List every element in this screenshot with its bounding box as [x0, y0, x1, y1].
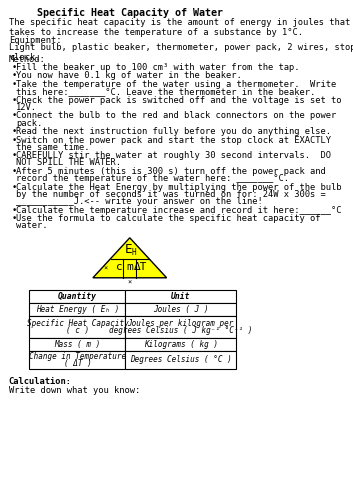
- FancyBboxPatch shape: [125, 338, 236, 351]
- Polygon shape: [93, 238, 167, 278]
- Text: 12V.: 12V.: [16, 103, 37, 112]
- Text: Connect the bulb to the red and black connectors on the power: Connect the bulb to the red and black co…: [16, 112, 336, 120]
- FancyBboxPatch shape: [125, 351, 236, 369]
- FancyBboxPatch shape: [125, 316, 236, 338]
- Text: H: H: [131, 248, 136, 258]
- Text: •: •: [12, 152, 17, 160]
- Text: degrees Celsius ( J kg⁻¹ °C⁻¹ ): degrees Celsius ( J kg⁻¹ °C⁻¹ ): [109, 326, 252, 334]
- Text: Quantity: Quantity: [58, 292, 97, 301]
- FancyBboxPatch shape: [30, 303, 125, 316]
- Text: Degrees Celsius ( °C ): Degrees Celsius ( °C ): [130, 356, 232, 364]
- Text: by the number of seconds it was turned on for: 24W x 300s =: by the number of seconds it was turned o…: [16, 190, 326, 199]
- Text: water.: water.: [16, 222, 48, 230]
- Text: pack.: pack.: [16, 118, 42, 128]
- Text: Change in Temperature: Change in Temperature: [29, 352, 126, 361]
- Text: •: •: [12, 167, 17, 176]
- Text: Calculate the temperature increase and record it here:______°C: Calculate the temperature increase and r…: [16, 206, 342, 214]
- Text: Take the temperature of the water using a thermometer.  Write: Take the temperature of the water using …: [16, 80, 336, 89]
- Text: •: •: [12, 214, 17, 223]
- Text: ( c ): ( c ): [66, 326, 89, 334]
- FancyBboxPatch shape: [125, 303, 236, 316]
- Text: Equipment:: Equipment:: [9, 36, 61, 45]
- Text: ( ΔT ): ( ΔT ): [64, 358, 91, 368]
- Text: You now have 0.1 kg of water in the beaker.: You now have 0.1 kg of water in the beak…: [16, 72, 242, 80]
- Text: Switch on the power pack and start the stop clock at EXACTLY: Switch on the power pack and start the s…: [16, 136, 331, 144]
- Text: Joules per kilogram per: Joules per kilogram per: [127, 319, 234, 328]
- Text: •: •: [12, 96, 17, 104]
- Text: •: •: [12, 182, 17, 192]
- Text: Heat Energy ( Eₕ ): Heat Energy ( Eₕ ): [36, 305, 119, 314]
- Text: •: •: [12, 136, 17, 144]
- Text: Unit: Unit: [171, 292, 190, 301]
- FancyBboxPatch shape: [30, 351, 125, 369]
- Text: Light bulb, plastic beaker, thermometer, power pack, 2 wires, stop
clock.: Light bulb, plastic beaker, thermometer,…: [9, 43, 353, 62]
- Text: Calculate the Heat Energy by multiplying the power of the bulb: Calculate the Heat Energy by multiplying…: [16, 182, 342, 192]
- Text: Write down what you know:: Write down what you know:: [9, 386, 140, 395]
- Text: Check the power pack is switched off and the voltage is set to: Check the power pack is switched off and…: [16, 96, 342, 104]
- Text: Mass ( m ): Mass ( m ): [54, 340, 101, 349]
- Text: CAREFULLY stir the water at roughly 30 second intervals.  DO: CAREFULLY stir the water at roughly 30 s…: [16, 152, 331, 160]
- Text: ΔT: ΔT: [133, 262, 147, 272]
- Text: Read the next instruction fully before you do anything else.: Read the next instruction fully before y…: [16, 127, 331, 136]
- FancyBboxPatch shape: [30, 338, 125, 351]
- Text: The specific heat capacity is the amount of energy in joules that it
takes to in: The specific heat capacity is the amount…: [9, 18, 353, 38]
- FancyBboxPatch shape: [30, 316, 125, 338]
- Text: •: •: [12, 80, 17, 89]
- Text: m: m: [126, 262, 133, 272]
- Text: NOT SPILL THE WATER.: NOT SPILL THE WATER.: [16, 158, 121, 168]
- FancyBboxPatch shape: [30, 290, 125, 303]
- Text: ×: ×: [103, 265, 108, 271]
- Text: Fill the beaker up to 100 cm³ with water from the tap.: Fill the beaker up to 100 cm³ with water…: [16, 63, 300, 72]
- Text: •: •: [12, 72, 17, 80]
- Text: Use the formula to calculate the specific heat capacity of: Use the formula to calculate the specifi…: [16, 214, 321, 223]
- Text: the same time.: the same time.: [16, 143, 90, 152]
- Text: Joules ( J ): Joules ( J ): [153, 305, 208, 314]
- Text: After 5 minutes (this is 300 s) turn off the power pack and: After 5 minutes (this is 300 s) turn off…: [16, 167, 326, 176]
- Text: Specific Heat Capacity: Specific Heat Capacity: [26, 319, 128, 328]
- Text: Method:: Method:: [9, 55, 46, 64]
- Text: record the temperature of the water here: _______°C.: record the temperature of the water here…: [16, 174, 289, 183]
- Text: •: •: [12, 63, 17, 72]
- FancyBboxPatch shape: [125, 290, 236, 303]
- Text: c: c: [116, 262, 122, 272]
- Text: ×: ×: [128, 280, 132, 286]
- Text: ___________J.<-- write your answer on the line!: ___________J.<-- write your answer on th…: [16, 197, 263, 206]
- Text: this here:_______°C. Leave the thermometer in the beaker.: this here:_______°C. Leave the thermomet…: [16, 87, 316, 96]
- Text: •: •: [12, 112, 17, 120]
- Text: Specific Heat Capacity of Water: Specific Heat Capacity of Water: [37, 8, 223, 18]
- Text: E: E: [125, 244, 132, 256]
- Text: •: •: [12, 127, 17, 136]
- Text: Kilograms ( kg ): Kilograms ( kg ): [144, 340, 218, 349]
- Text: •: •: [12, 206, 17, 214]
- Text: Calculation:: Calculation:: [9, 377, 72, 386]
